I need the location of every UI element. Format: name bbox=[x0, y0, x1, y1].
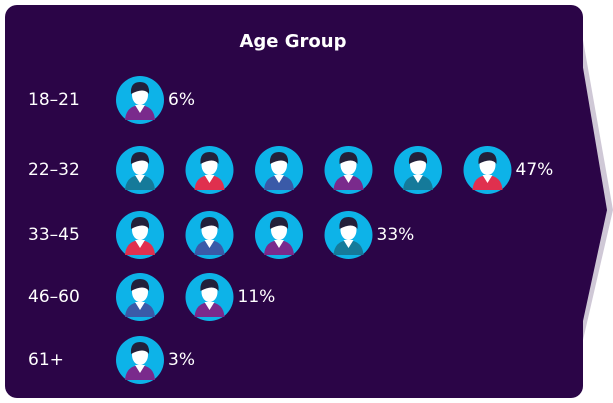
value-label: 11% bbox=[238, 287, 276, 307]
icon-hair bbox=[339, 217, 358, 229]
icon-collar bbox=[135, 302, 145, 310]
icon-collar bbox=[274, 240, 284, 248]
icon-collar bbox=[343, 240, 354, 248]
person-icon bbox=[255, 211, 303, 259]
person-icon bbox=[185, 211, 234, 259]
category-label: 18–21 bbox=[28, 90, 80, 110]
value-label: 6% bbox=[168, 90, 195, 110]
person-icon bbox=[324, 146, 373, 194]
icon-hair bbox=[130, 152, 150, 164]
person-icon bbox=[116, 336, 164, 384]
icon-collar bbox=[482, 175, 493, 183]
panel bbox=[5, 5, 583, 398]
icon-collar bbox=[135, 365, 145, 373]
person-icon bbox=[116, 211, 164, 259]
value-label: 33% bbox=[377, 225, 415, 245]
icon-hair bbox=[478, 152, 497, 164]
icon-collar bbox=[413, 175, 423, 183]
icon-hair bbox=[130, 342, 150, 354]
icon-hair bbox=[130, 217, 150, 229]
value-label: 47% bbox=[516, 160, 554, 180]
person-icon bbox=[255, 146, 303, 194]
person-icon bbox=[185, 146, 234, 194]
person-icon bbox=[463, 146, 512, 194]
icon-hair bbox=[269, 152, 289, 164]
person-icon bbox=[116, 76, 164, 124]
icon-collar bbox=[135, 175, 145, 183]
icon-collar bbox=[343, 175, 354, 183]
icon-collar bbox=[204, 240, 215, 248]
icon-hair bbox=[200, 279, 219, 291]
icon-collar bbox=[135, 105, 145, 113]
arrow-tip bbox=[578, 38, 607, 344]
chart-title: Age Group bbox=[239, 31, 346, 52]
icon-collar bbox=[204, 175, 215, 183]
person-icon bbox=[185, 273, 234, 321]
icon-hair bbox=[130, 279, 150, 291]
category-label: 22–32 bbox=[28, 160, 80, 180]
icon-hair bbox=[339, 152, 358, 164]
person-icon bbox=[324, 211, 373, 259]
icon-collar bbox=[135, 240, 145, 248]
icon-collar bbox=[274, 175, 284, 183]
category-label: 61+ bbox=[28, 350, 64, 370]
value-label: 3% bbox=[168, 350, 195, 370]
icon-hair bbox=[130, 82, 150, 94]
icon-hair bbox=[269, 217, 289, 229]
icon-hair bbox=[408, 152, 428, 164]
person-icon bbox=[116, 146, 164, 194]
person-icon bbox=[116, 273, 164, 321]
category-label: 33–45 bbox=[28, 225, 80, 245]
icon-collar bbox=[204, 302, 215, 310]
person-icon bbox=[394, 146, 442, 194]
icon-hair bbox=[200, 152, 219, 164]
category-label: 46–60 bbox=[28, 287, 80, 307]
icon-hair bbox=[200, 217, 219, 229]
